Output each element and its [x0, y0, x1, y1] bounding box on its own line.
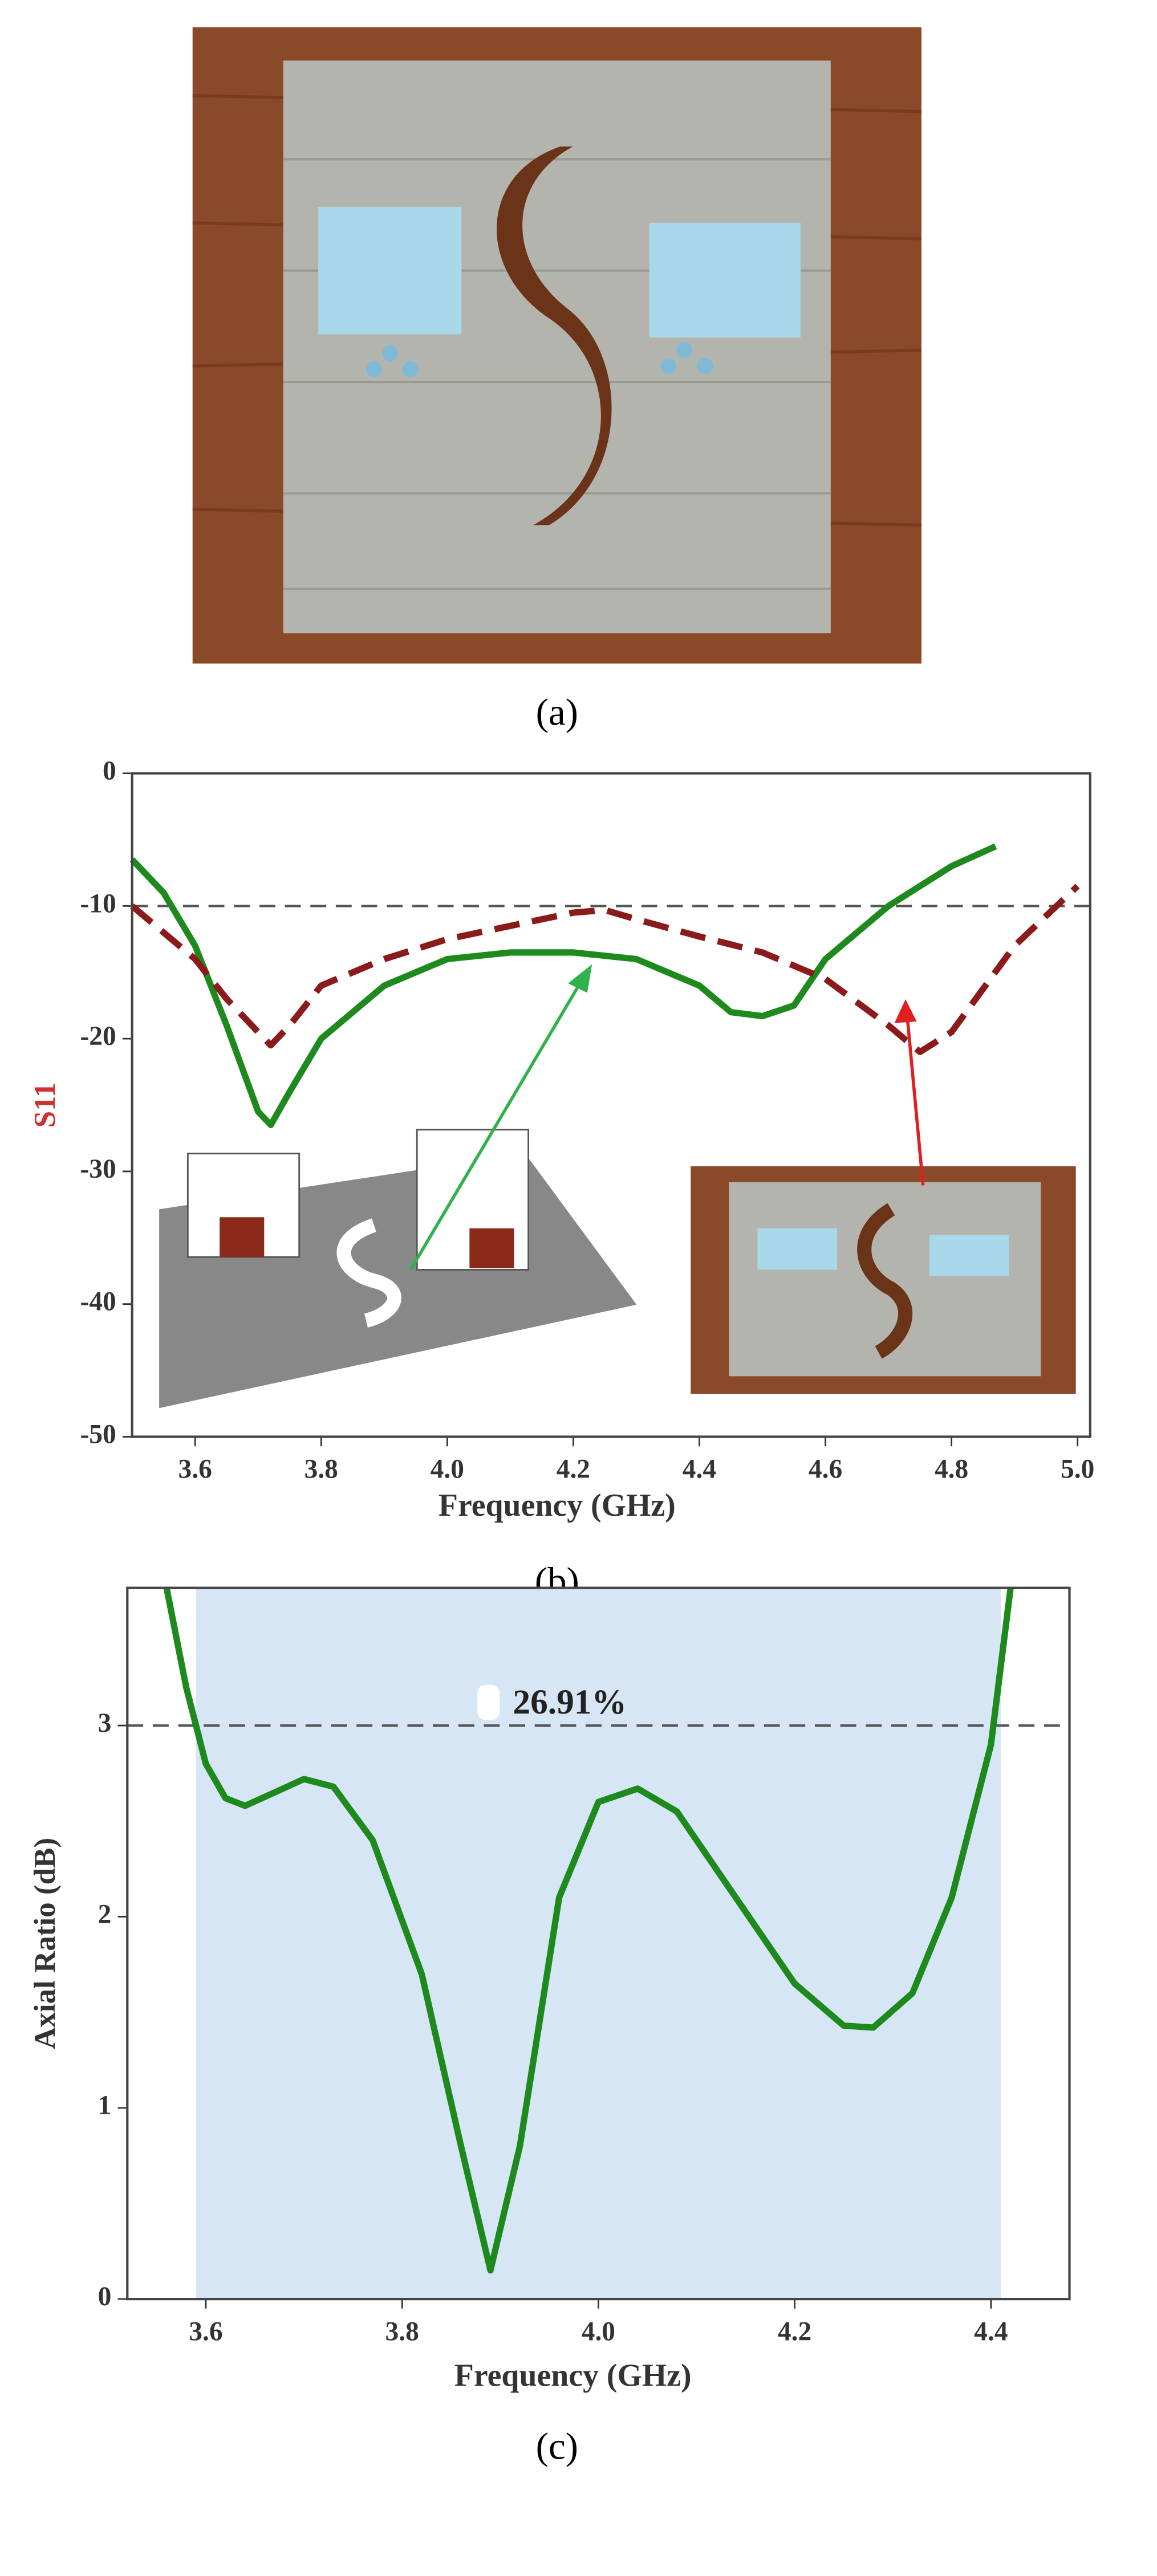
x-tick-label: 4.8: [935, 1455, 968, 1484]
chart: 3.6 3.8 4.0 4.2 4.4 0 1 2 3: [98, 1588, 1070, 2346]
annotation: 26.91%: [513, 1683, 627, 1722]
x-tick-label: 5.0: [1061, 1455, 1094, 1484]
caption: (a): [536, 691, 578, 734]
arrow-head: [568, 964, 592, 993]
x-tick-label: 4.0: [582, 2317, 615, 2346]
band: [196, 1588, 1001, 2300]
x-tick-label: 4.0: [431, 1455, 464, 1484]
caption: (c): [536, 2426, 578, 2468]
x-tick-label: 3.8: [305, 1455, 338, 1484]
y-tick-label: -20: [80, 1022, 116, 1051]
x-axis-label: Frequency (GHz): [454, 2358, 692, 2393]
y-tick-label: 2: [98, 1899, 112, 1929]
arrow: [906, 1015, 925, 1186]
y-tick-label: -30: [80, 1154, 116, 1184]
inset-slot: [857, 1203, 913, 1359]
y-tick-label: 0: [98, 2282, 112, 2312]
y-tick-label: -50: [80, 1419, 116, 1449]
x-tick-label: 4.6: [809, 1455, 842, 1484]
y-tick-label: -40: [80, 1287, 116, 1317]
series-line: [163, 1587, 1014, 2274]
x-tick-label: 4.2: [557, 1455, 590, 1484]
inset-box: [929, 1235, 1009, 1276]
x-tick-label: 4.2: [778, 2317, 811, 2346]
y-tick-label: 1: [98, 2091, 112, 2121]
x-tick-label: 4.4: [974, 2317, 1008, 2346]
inset-slot: [336, 1218, 401, 1328]
y-axis-label: Axial Ratio (dB): [29, 1838, 62, 2049]
inset-port: [220, 1217, 265, 1258]
arrow: [409, 972, 587, 1271]
inset-illustrations: [159, 964, 1076, 1409]
y-tick-label: 0: [103, 756, 116, 786]
y-axis-label: S11: [29, 1083, 62, 1128]
plot-frame: [131, 772, 1091, 1438]
photo: [192, 27, 922, 664]
x-axis-label: Frequency (GHz): [439, 1488, 676, 1523]
y-tick-label: -10: [80, 889, 116, 918]
x-tick-label: 3.6: [178, 1455, 212, 1484]
plot-frame: [126, 1586, 1071, 2301]
arrow-head: [894, 999, 917, 1023]
chart: 3.6 3.8 4.0 4.2 4.4 4.6 4.8 5.0 -50 -40 -30 -20 -10 0: [80, 756, 1094, 1484]
inset-port: [469, 1228, 514, 1268]
series-line: [129, 843, 997, 1129]
x-tick-label: 3.6: [189, 2317, 222, 2346]
x-tick-label: 4.4: [683, 1455, 716, 1484]
x-tick-label: 3.8: [385, 2317, 419, 2346]
annotation-bg: [477, 1684, 500, 1720]
series-line: [130, 884, 1080, 1056]
inset-box: [757, 1228, 838, 1270]
y-tick-label: 3: [98, 1708, 112, 1738]
